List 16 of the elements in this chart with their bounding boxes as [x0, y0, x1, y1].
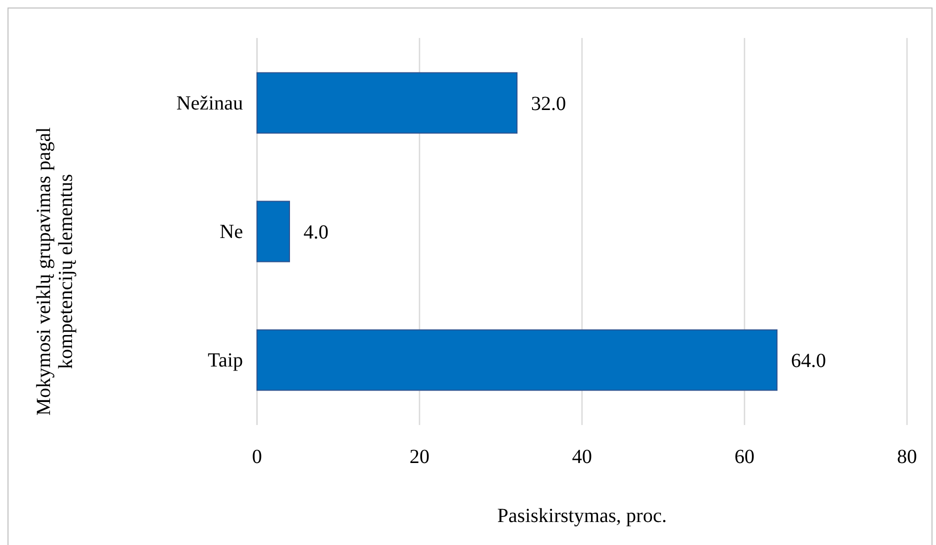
x-tick-label: 40: [572, 446, 592, 468]
data-label: 64.0: [791, 350, 826, 372]
bar: [256, 200, 290, 262]
x-tick-label: 60: [734, 446, 754, 468]
x-tick-label: 80: [897, 446, 917, 468]
x-tick-label: 0: [252, 446, 262, 468]
y-axis-title: Mokymosi veiklų grupavimas pagal kompetencijų elementus: [33, 126, 77, 416]
y-tick-label: Nežinau: [176, 92, 243, 114]
x-tick-label: 20: [410, 446, 430, 468]
y-tick-label: Ne: [220, 220, 244, 243]
bar: [256, 329, 778, 391]
y-tick-label: Taip: [208, 349, 243, 372]
data-label: 32.0: [531, 92, 566, 115]
bar: [256, 72, 518, 134]
data-label: 4.0: [304, 222, 328, 244]
x-axis-title: Pasiskirstymas, proc.: [497, 505, 667, 527]
